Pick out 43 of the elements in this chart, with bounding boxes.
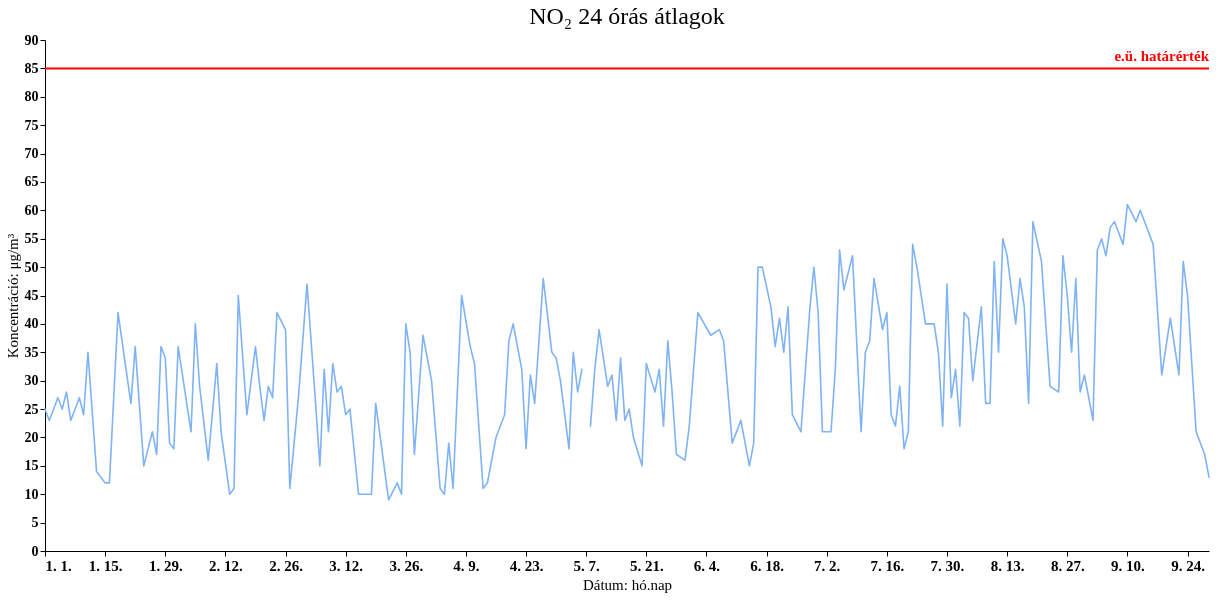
y-tick-label: 5 xyxy=(31,515,39,531)
x-tick-label: 5. 21. xyxy=(629,557,664,574)
y-tick-label: 90 xyxy=(24,32,39,48)
chart-title: NO₂ 24 órás átlagok xyxy=(529,3,725,29)
x-axis-title: Dátum: hó.nap xyxy=(582,576,673,593)
x-tick-label: 2. 12. xyxy=(209,557,244,574)
y-tick-label: 25 xyxy=(24,401,39,417)
x-tick-label: 8. 27. xyxy=(1050,557,1085,574)
x-tick-label: 3. 12. xyxy=(329,557,364,574)
x-tick-label: 1. 15. xyxy=(88,557,123,574)
ref-line-label: e.ü. határérték xyxy=(1114,48,1210,65)
x-tick-label: 8. 13. xyxy=(990,557,1025,574)
y-tick-label: 50 xyxy=(24,259,39,275)
y-axis-title: Koncentráció: μg/m³ xyxy=(4,233,21,359)
y-tick-label: 80 xyxy=(24,89,39,105)
x-tick-label: 6. 18. xyxy=(750,557,785,574)
y-tick-label: 30 xyxy=(24,373,39,389)
x-tick-label: 7. 30. xyxy=(930,557,965,574)
x-tick-label: 4. 23. xyxy=(509,557,544,574)
y-tick-label: 45 xyxy=(24,288,39,303)
y-tick-label: 15 xyxy=(24,458,39,474)
x-tick-label: 9. 24. xyxy=(1171,557,1206,574)
y-tick-label: 55 xyxy=(24,231,39,247)
y-tick-label: 75 xyxy=(24,117,39,133)
y-tick-label: 60 xyxy=(24,202,39,218)
y-tick-label: 40 xyxy=(24,316,39,332)
y-tick-label: 20 xyxy=(24,429,39,445)
y-tick-label: 85 xyxy=(24,60,39,76)
x-tick-label: 2. 26. xyxy=(269,557,304,574)
x-tick-label: 1. 29. xyxy=(148,557,183,574)
x-tick-label: 4. 9. xyxy=(453,557,480,574)
x-tick-label: 5. 7. xyxy=(573,557,601,574)
y-tick-label: 65 xyxy=(24,174,39,190)
y-tick-label: 70 xyxy=(24,146,39,162)
x-tick-label: 1. 1. xyxy=(45,557,72,574)
x-tick-label: 7. 16. xyxy=(870,557,905,574)
y-tick-label: 0 xyxy=(31,543,39,559)
x-tick-label: 9. 10. xyxy=(1111,557,1146,574)
x-tick-label: 7. 2. xyxy=(814,557,841,574)
y-tick-label: 10 xyxy=(24,486,39,502)
x-tick-label: 6. 4. xyxy=(693,557,721,574)
y-tick-label: 35 xyxy=(24,344,39,360)
x-tick-label: 3. 26. xyxy=(389,557,424,574)
